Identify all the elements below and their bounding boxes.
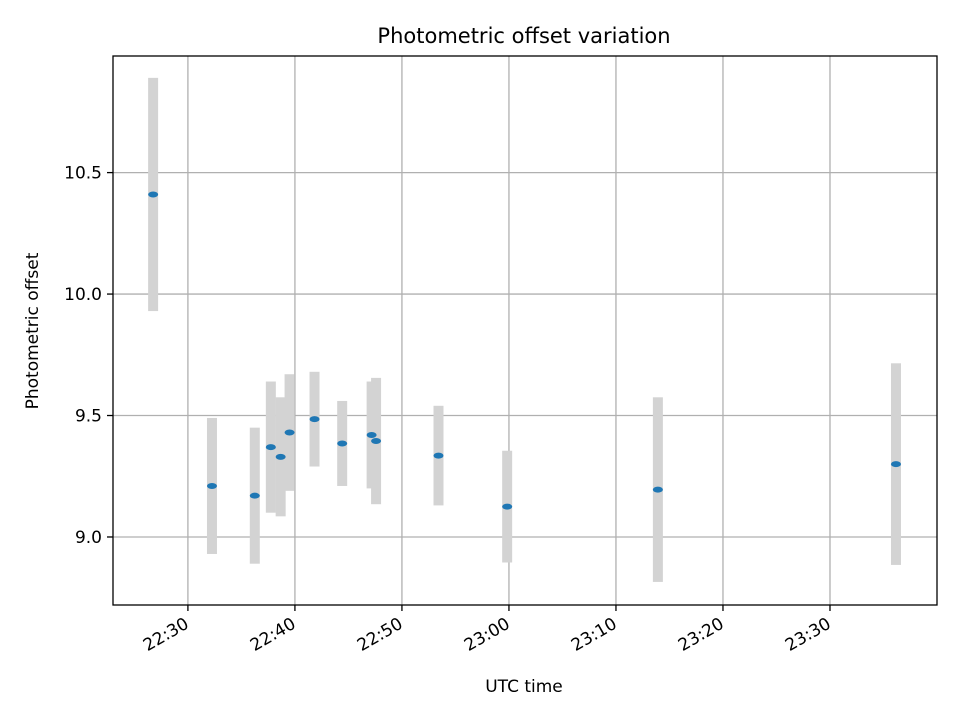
data-point (206, 482, 217, 489)
data-point (265, 444, 276, 451)
x-tick-label: 22:40 (247, 614, 299, 656)
chart-title: Photometric offset variation (377, 24, 670, 48)
data-point (502, 503, 513, 510)
data-point (284, 429, 295, 436)
x-tick-label: 23:30 (782, 614, 834, 656)
y-axis-ticks: 9.0 9.5 10.0 10.5 (64, 164, 113, 548)
x-axis-ticks: 22:30 22:40 22:50 23:00 23:10 23:20 23:30 (140, 605, 834, 656)
data-point (433, 452, 444, 459)
x-tick-label: 22:30 (140, 614, 192, 656)
y-axis-label: Photometric offset (23, 252, 43, 409)
data-point (366, 431, 377, 438)
data-point (309, 416, 320, 423)
data-point (275, 453, 286, 460)
y-tick-label: 9.0 (75, 528, 102, 548)
x-tick-label: 22:50 (354, 614, 406, 656)
x-axis-label: UTC time (485, 677, 563, 697)
data-point (148, 191, 159, 198)
data-point (371, 438, 382, 445)
x-tick-label: 23:20 (675, 614, 727, 656)
y-tick-label: 10.0 (64, 285, 102, 305)
grid-lines (113, 56, 937, 605)
data-points (148, 191, 901, 510)
data-point (249, 492, 260, 499)
error-bars (148, 77, 901, 582)
data-point (337, 440, 348, 447)
x-tick-label: 23:10 (568, 614, 620, 656)
plot-area-frame (112, 55, 938, 606)
y-tick-label: 9.5 (75, 407, 102, 427)
data-point (890, 461, 901, 468)
y-tick-label: 10.5 (64, 164, 102, 184)
data-point (652, 486, 663, 493)
x-tick-label: 23:00 (461, 614, 513, 656)
